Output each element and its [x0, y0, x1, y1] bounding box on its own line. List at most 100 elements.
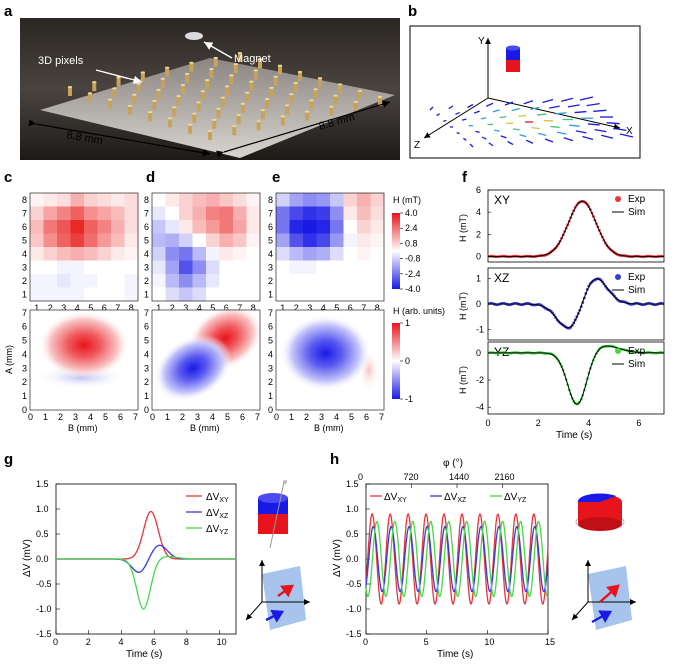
trace-row-XZ: XZ 1 0 -1 Exp Sim H (mT)	[458, 267, 665, 341]
heatmap-cell	[316, 287, 331, 302]
pixel-pin	[172, 107, 177, 117]
heatmap-cell	[276, 247, 290, 261]
xlabel: Time (s)	[126, 649, 162, 660]
heatmap-cell	[316, 260, 331, 275]
heatmap-cell	[111, 260, 125, 275]
pixel-top	[152, 100, 157, 102]
field-vector	[456, 132, 460, 135]
heatmap-cell	[43, 260, 58, 275]
sim-xtick: 4	[334, 412, 339, 422]
pixel-top	[209, 68, 214, 70]
pixel-top	[329, 105, 334, 108]
heatmap-cell	[330, 193, 344, 207]
heatmap-cell	[111, 220, 125, 234]
pixel-pin	[152, 101, 157, 110]
sim-xtick: 2	[304, 412, 309, 422]
pixel-pin	[280, 116, 285, 126]
heatmap-cell	[165, 287, 180, 302]
pixel-top	[160, 77, 166, 80]
heatmap-cell	[303, 260, 317, 275]
top-tick-label: 0	[358, 472, 363, 482]
field-vector	[499, 115, 507, 119]
pixel-top	[213, 56, 218, 59]
heatmap-cell	[343, 206, 358, 221]
sim-ytick: 5	[22, 336, 27, 346]
cbar-tick-label: 0.8	[405, 238, 418, 248]
pixels-label: 3D pixels	[38, 55, 84, 67]
field-vector	[531, 127, 540, 130]
pixel-top	[269, 86, 274, 89]
heatmap-cell	[219, 233, 234, 248]
heatmap-cell	[206, 247, 220, 261]
pixel-top	[187, 123, 193, 126]
pixel-top	[304, 110, 310, 113]
pixel-pin	[256, 121, 261, 131]
pixel-top	[240, 102, 246, 105]
pixel-pin	[220, 97, 225, 107]
pixel-pin	[192, 113, 197, 123]
heatmap-cell	[192, 260, 207, 275]
heatmap-cell	[276, 287, 290, 302]
pixel-pin	[212, 119, 217, 129]
heatmap-ytick: 2	[268, 276, 273, 286]
field-vector	[567, 104, 580, 108]
pixel-pin	[168, 118, 172, 128]
heatmap-ytick: 6	[268, 222, 273, 232]
pixel-pin	[148, 112, 152, 122]
heatmap-cell	[179, 260, 193, 275]
heatmap-cell	[97, 206, 112, 221]
pixel-pin	[338, 84, 342, 94]
sim-xtick: 4	[210, 412, 215, 422]
pixel-pin	[285, 105, 290, 115]
trace-xtick-label: 0	[486, 418, 491, 428]
field-vector	[507, 140, 514, 146]
sim-ytick: 7	[22, 308, 27, 318]
heatmap-cell	[276, 206, 290, 221]
pixel-top	[176, 95, 181, 98]
heatmap-cell	[303, 287, 317, 302]
heatmap-ytick: 5	[22, 235, 27, 245]
heatmap-cell	[124, 287, 139, 302]
sim-line	[488, 200, 664, 257]
heatmap-cell	[43, 233, 58, 248]
heatmap-cell	[84, 274, 98, 288]
heatmap-cell	[111, 233, 125, 248]
pixel-pin	[353, 101, 358, 111]
heatmap-xtick: 1	[34, 303, 39, 313]
heatmap-cell	[233, 287, 247, 302]
legend-exp-marker	[615, 196, 621, 202]
heatmap-cell	[206, 206, 220, 221]
pixel-top	[192, 112, 197, 115]
heatmap-cell	[30, 193, 44, 207]
heatmap-cell	[70, 206, 85, 221]
sim-xtick: 7	[133, 412, 138, 422]
legend-sim-label: Sim	[628, 359, 645, 370]
heatmap-cell	[192, 247, 207, 261]
pixel-top	[112, 87, 117, 90]
sim-ylabel: A (mm)	[4, 345, 14, 374]
pixel-pin	[180, 85, 185, 94]
pixel-pin	[209, 69, 214, 78]
sim-xlabel: B (mm)	[314, 423, 344, 433]
heatmap-xtick: 8	[251, 303, 256, 313]
heatmap-cell	[84, 206, 98, 221]
xtick-label: 10	[484, 637, 494, 647]
sim-xtick: 2	[58, 412, 63, 422]
pixel-pin	[278, 65, 282, 75]
pixel-pin	[208, 131, 212, 140]
heatmap-xtick: 3	[183, 303, 188, 313]
heatmap-cell	[276, 260, 290, 275]
field-vector	[480, 117, 487, 120]
field-vector	[561, 97, 574, 102]
heatmap-cell	[206, 287, 220, 302]
heatmap-cell	[219, 206, 234, 221]
pixel-top	[280, 115, 286, 118]
sim-lobe	[280, 315, 372, 391]
heatmap-cell	[30, 220, 44, 234]
heatmap-cell	[70, 287, 85, 302]
pixel-top	[167, 117, 173, 120]
heatmap-cell	[111, 247, 125, 261]
pixel-top	[212, 118, 217, 121]
ytick-label: -1.0	[346, 604, 362, 614]
